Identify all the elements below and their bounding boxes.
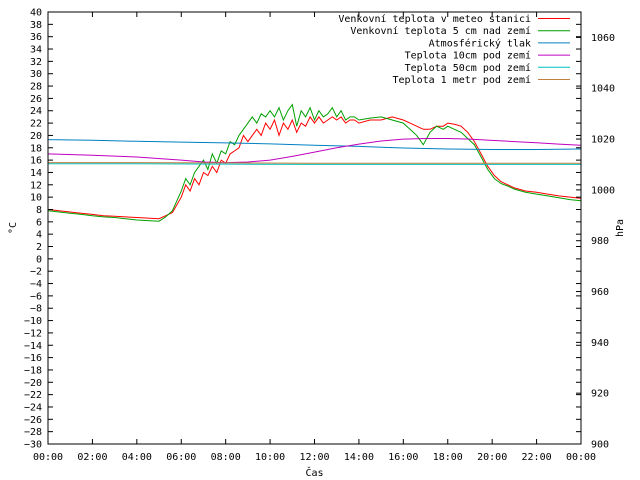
y-tick-label-left: 16 <box>30 156 42 167</box>
y-tick-label-left: −4 <box>30 279 42 290</box>
legend: Venkovní teplota v meteo staniciVenkovní… <box>338 13 570 86</box>
legend-label-4: Teplota 10cm pod zemí <box>405 50 531 62</box>
y-tick-label-left: 40 <box>30 8 42 19</box>
series-line-3 <box>47 139 582 150</box>
y-tick-label-left: −28 <box>24 427 42 438</box>
y-tick-label-right: 900 <box>591 440 609 451</box>
y-tick-label-left: 30 <box>30 69 42 80</box>
right-axis: 1060 1040 1020 1000 980 960 940 920 900 <box>576 33 615 451</box>
y-tick-label-left: −20 <box>24 378 42 389</box>
left-axis: 4038363432302826242220181614121086420−2−… <box>24 8 581 451</box>
x-tick-label: 22:00 <box>522 452 552 463</box>
y-tick-label-left: 4 <box>36 230 42 241</box>
x-tick-label: 18:00 <box>433 452 463 463</box>
y-tick-label-left: 2 <box>36 242 42 253</box>
x-tick-label: 00:00 <box>566 452 596 463</box>
y-tick-label-left: −26 <box>24 415 42 426</box>
series-line-4 <box>47 138 582 164</box>
series-line-5 <box>48 163 581 165</box>
y-tick-label-left: −22 <box>24 390 42 401</box>
y-tick-label-left: 26 <box>30 94 42 105</box>
y-tick-label-left: 24 <box>30 106 42 117</box>
x-axis-title: Čas <box>305 466 323 479</box>
x-tick-label: 08:00 <box>211 452 241 463</box>
legend-label-5: Teplota 50cm pod zemí <box>405 62 531 74</box>
series-line-6 <box>48 162 581 164</box>
x-tick-label: 02:00 <box>77 452 107 463</box>
legend-label-6: Teplota 1 metr pod zemí <box>393 74 531 86</box>
y-tick-label-left: −2 <box>30 267 42 278</box>
y-tick-label-right: 960 <box>591 287 609 298</box>
y-tick-label-left: 34 <box>30 45 42 56</box>
y-tick-label-left: −30 <box>24 440 42 451</box>
series-line-2 <box>47 103 582 222</box>
x-tick-label: 06:00 <box>166 452 196 463</box>
y-tick-label-left: 14 <box>30 168 42 179</box>
series-layer <box>47 103 582 222</box>
y-tick-label-right: 980 <box>591 236 609 247</box>
y-tick-label-left: 0 <box>36 254 42 265</box>
legend-label-3: Atmosférický tlak <box>429 37 531 49</box>
x-tick-label: 10:00 <box>255 452 285 463</box>
x-tick-label: 20:00 <box>477 452 507 463</box>
y-tick-label-right: 1020 <box>591 135 615 146</box>
y-tick-label-left: −6 <box>30 291 42 302</box>
y-tick-label-left: 6 <box>36 217 42 228</box>
x-tick-label: 16:00 <box>388 452 418 463</box>
y-tick-label-left: −16 <box>24 353 42 364</box>
y-tick-label-left: −10 <box>24 316 42 327</box>
y-tick-label-right: 1040 <box>591 84 615 95</box>
x-tick-label: 00:00 <box>33 452 63 463</box>
y-tick-label-left: 38 <box>30 20 42 31</box>
x-tick-label: 14:00 <box>344 452 374 463</box>
y-axis-title-left: °C <box>8 222 19 234</box>
y-tick-label-left: −14 <box>24 341 42 352</box>
y-tick-label-right: 920 <box>591 389 609 400</box>
legend-label-2: Venkovní teplota 5 cm nad zemí <box>350 25 531 37</box>
y-tick-label-left: −12 <box>24 328 42 339</box>
y-tick-label-left: −24 <box>24 402 42 413</box>
y-tick-label-left: 12 <box>30 180 42 191</box>
y-tick-label-left: −18 <box>24 365 42 376</box>
y-tick-label-left: 10 <box>30 193 42 204</box>
y-tick-label-left: 20 <box>30 131 42 142</box>
y-tick-label-right: 1000 <box>591 185 615 196</box>
y-tick-label-left: 22 <box>30 119 42 130</box>
x-axis: 00:00 02:00 04:00 06:00 08:00 10:00 12:00 14:00… <box>33 12 596 463</box>
y-tick-label-left: 28 <box>30 82 42 93</box>
y-tick-label-left: 36 <box>30 32 42 43</box>
x-tick-label: 04:00 <box>122 452 152 463</box>
legend-label-1: Venkovní teplota v meteo stanici <box>338 13 531 25</box>
y-tick-label-right: 1060 <box>591 33 615 44</box>
y-tick-label-left: 32 <box>30 57 42 68</box>
series-line-1 <box>47 115 582 220</box>
y-tick-label-right: 940 <box>591 338 609 349</box>
y-tick-label-left: 18 <box>30 143 42 154</box>
y-axis-title-right: hPa <box>615 219 626 237</box>
y-tick-label-left: 8 <box>36 205 42 216</box>
y-tick-label-left: −8 <box>30 304 42 315</box>
x-tick-label: 12:00 <box>299 452 329 463</box>
